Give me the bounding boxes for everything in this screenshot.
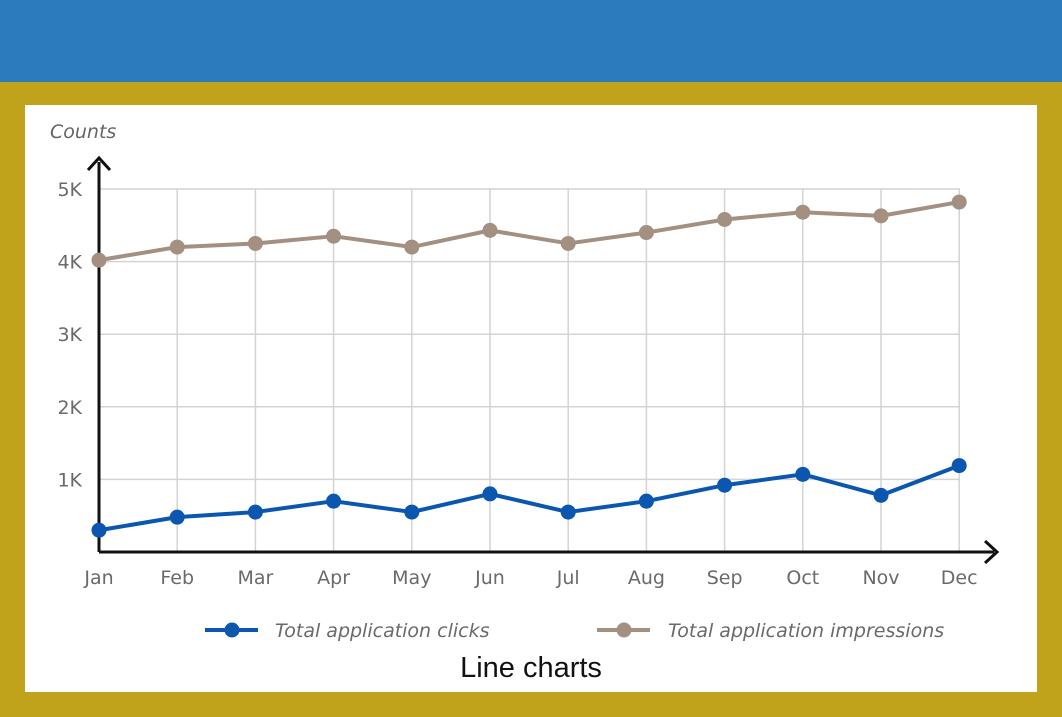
chart-panel xyxy=(25,105,1037,692)
x-tick-label: Apr xyxy=(317,567,350,589)
data-point xyxy=(482,486,498,502)
data-point xyxy=(326,228,342,244)
data-point xyxy=(404,504,420,520)
y-tick-label: 1K xyxy=(57,469,82,491)
x-tick-label: Oct xyxy=(786,567,819,589)
data-point xyxy=(717,211,733,227)
y-tick-label: 2K xyxy=(57,397,82,419)
data-point xyxy=(795,466,811,482)
legend-item: Total application clicks xyxy=(205,620,490,642)
x-tick-labels: Jan Feb Mar Apr May Jun Jul Aug Sep Oct Nov Dec xyxy=(83,567,977,589)
legend: Total application clicks Total applicatio… xyxy=(205,620,944,642)
data-point xyxy=(560,504,576,520)
series-line-clicks xyxy=(98,463,960,533)
x-tick-label: May xyxy=(392,567,431,589)
y-tick-label: 4K xyxy=(57,252,82,274)
data-point xyxy=(951,458,967,474)
data-point xyxy=(873,208,889,224)
data-point xyxy=(717,477,733,493)
x-tick-label: Mar xyxy=(237,567,273,589)
legend-swatch-marker xyxy=(616,622,632,638)
data-point xyxy=(404,239,420,255)
series xyxy=(91,194,967,538)
x-tick-label: Jul xyxy=(556,567,580,589)
data-point xyxy=(638,225,654,241)
data-point xyxy=(247,235,263,251)
legend-item: Total application impressions xyxy=(597,620,944,642)
caption: Line charts xyxy=(460,652,602,684)
axes xyxy=(86,155,1000,565)
data-point xyxy=(638,493,654,509)
legend-label: Total application impressions xyxy=(668,620,944,642)
x-tick-label: Nov xyxy=(862,567,899,589)
data-point xyxy=(873,487,889,503)
data-point xyxy=(482,222,498,238)
x-tick-label: Dec xyxy=(941,567,978,589)
data-point xyxy=(91,252,107,268)
data-point xyxy=(169,239,185,255)
legend-swatch-marker xyxy=(224,622,240,638)
data-point xyxy=(169,509,185,525)
x-tick-label: Sep xyxy=(707,567,743,589)
data-point xyxy=(326,493,342,509)
data-point xyxy=(247,504,263,520)
y-tick-label: 3K xyxy=(57,324,82,346)
x-tick-label: Aug xyxy=(628,567,665,589)
data-point xyxy=(560,235,576,251)
data-point xyxy=(795,204,811,220)
data-point xyxy=(91,522,107,538)
x-tick-label: Feb xyxy=(160,567,194,589)
y-tick-label: 5K xyxy=(57,179,82,201)
y-tick-labels: 1K 2K 3K 4K 5K xyxy=(57,179,82,491)
x-axis-arrow xyxy=(983,539,1000,565)
legend-label: Total application clicks xyxy=(275,620,490,642)
data-point xyxy=(951,194,967,210)
y-axis-label: Counts xyxy=(50,121,116,143)
x-tick-label: Jun xyxy=(474,567,505,589)
header-band xyxy=(0,0,1062,82)
series-line-impressions xyxy=(98,200,960,263)
x-tick-label: Jan xyxy=(83,567,113,589)
y-axis-arrow xyxy=(86,155,112,172)
